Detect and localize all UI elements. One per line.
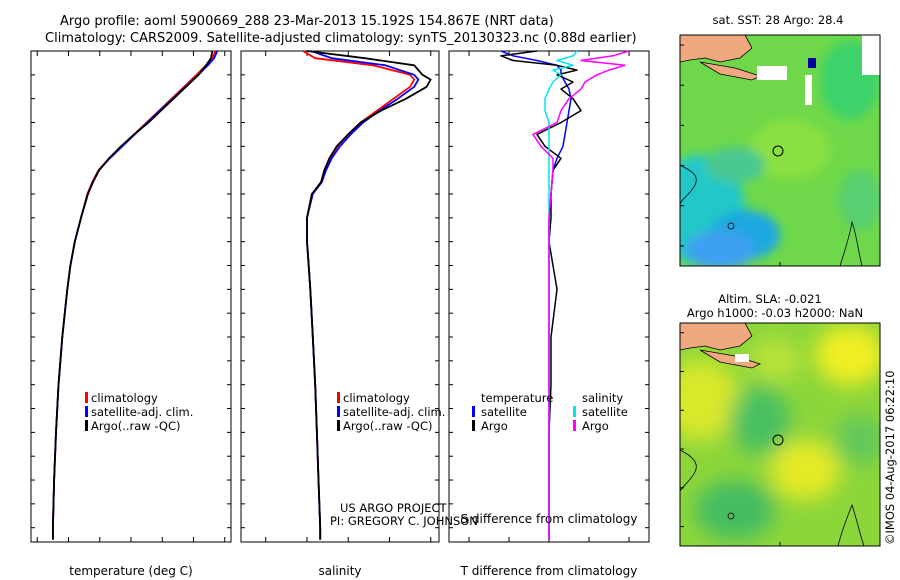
legend-swatch-t-satellite [472,406,475,417]
sla-patch [750,338,800,382]
legend-label-satellite: satellite-adj. clim. [343,405,445,419]
temperature-series [52,50,219,540]
title-line-2: Climatology: CARS2009. Satellite-adjuste… [45,31,637,46]
salinity-legend: climatology satellite-adj. clim. Argo(..… [337,391,445,433]
legend-label-s-satellite: satellite [582,405,628,419]
satellite-adj-line [52,50,219,540]
satellite-adj-line [306,50,420,540]
temperature-legend: climatology satellite-adj. clim. Argo(..… [85,391,193,433]
sla-patch [770,440,840,500]
legend-swatch-satellite [85,406,88,417]
sst-patch [838,170,880,230]
s-argo-line [532,50,630,540]
s-difference-xlabel: S difference from climatology [461,512,638,526]
s-satellite-line [544,50,578,540]
difference-legend: temperature salinity satellite Argo sate… [472,391,628,433]
bathymetry-contour [727,222,735,230]
t-argo-line [500,50,582,540]
sst-patch [750,120,830,180]
legend-label-satellite: satellite-adj. clim. [91,405,193,419]
sla-patch [815,325,880,385]
project-label: US ARGO PROJECT [340,501,448,515]
legend-title-temperature: temperature [481,391,553,405]
legend-label-argo: Argo(..raw -QC) [91,419,181,433]
temperature-xlabel: temperature (deg C) [69,564,192,578]
legend-label-argo: Argo(..raw -QC) [343,419,433,433]
bathymetry-contour [727,512,735,520]
difference-series [500,50,630,540]
cold-pixel [808,58,816,68]
sla-patch [680,360,740,440]
legend-swatch-s-satellite [573,406,576,417]
credit-label: ©IMOS 04-Aug-2017 06:22:10 [883,370,897,545]
climatology-line [52,50,217,540]
pi-label: PI: GREGORY C. JOHNSON [330,514,478,528]
bathymetry-contour [839,220,863,266]
legend-label-s-argo: Argo [582,419,609,433]
argo-position-marker [772,145,784,157]
legend-swatch-argo [85,420,88,431]
missing-data [862,35,880,75]
legend-swatch-argo [337,420,340,431]
temperature-axis [36,51,226,542]
sla-patch [835,415,880,465]
sst-axes [679,44,881,266]
depth-axis [31,50,649,529]
salinity-panel-frame [240,50,440,543]
legend-swatch-t-argo [472,420,475,431]
sst-patch [685,230,755,266]
legend-swatch-climatology [85,392,88,403]
missing-data [805,75,812,105]
land-mass [680,35,753,63]
sst-map [680,35,880,266]
salinity-series [302,50,432,540]
sst-map-title: sat. SST: 28 Argo: 28.4 [713,13,844,27]
missing-data [735,354,749,362]
title-line-1: Argo profile: aoml 5900669_288 23-Mar-20… [60,14,554,29]
bathymetry-contour [837,503,865,546]
t-difference-xlabel: T difference from climatology [460,564,638,578]
legend-label-climatology: climatology [91,391,158,405]
land-mass [699,349,762,369]
sla-axes [679,332,881,546]
bathymetry-contour [680,164,697,206]
sla-patch [730,385,790,455]
sla-patch [695,480,775,540]
land-mass [699,61,762,81]
legend-title-salinity: salinity [582,391,623,405]
legend-label-climatology: climatology [343,391,410,405]
land-mass [680,323,753,351]
legend-swatch-s-argo [573,420,576,431]
salinity-axis [265,51,432,542]
legend-swatch-climatology [337,392,340,403]
missing-data [757,66,787,80]
salinity-xlabel: salinity [318,564,361,578]
argo-position-marker [772,434,784,446]
legend-swatch-satellite [337,406,340,417]
sst-patch [705,147,765,183]
argo-line [306,50,432,540]
legend-label-t-argo: Argo [481,419,508,433]
argo-line [52,50,214,540]
sla-map [680,323,880,546]
t-satellite-line [500,50,572,540]
sla-map-title: Altim. SLA: -0.021 [718,292,822,306]
legend-label-t-satellite: satellite [481,405,527,419]
sla-map-subtitle: Argo h1000: -0.03 h2000: NaN [687,306,863,320]
temperature-panel-frame [30,50,232,543]
